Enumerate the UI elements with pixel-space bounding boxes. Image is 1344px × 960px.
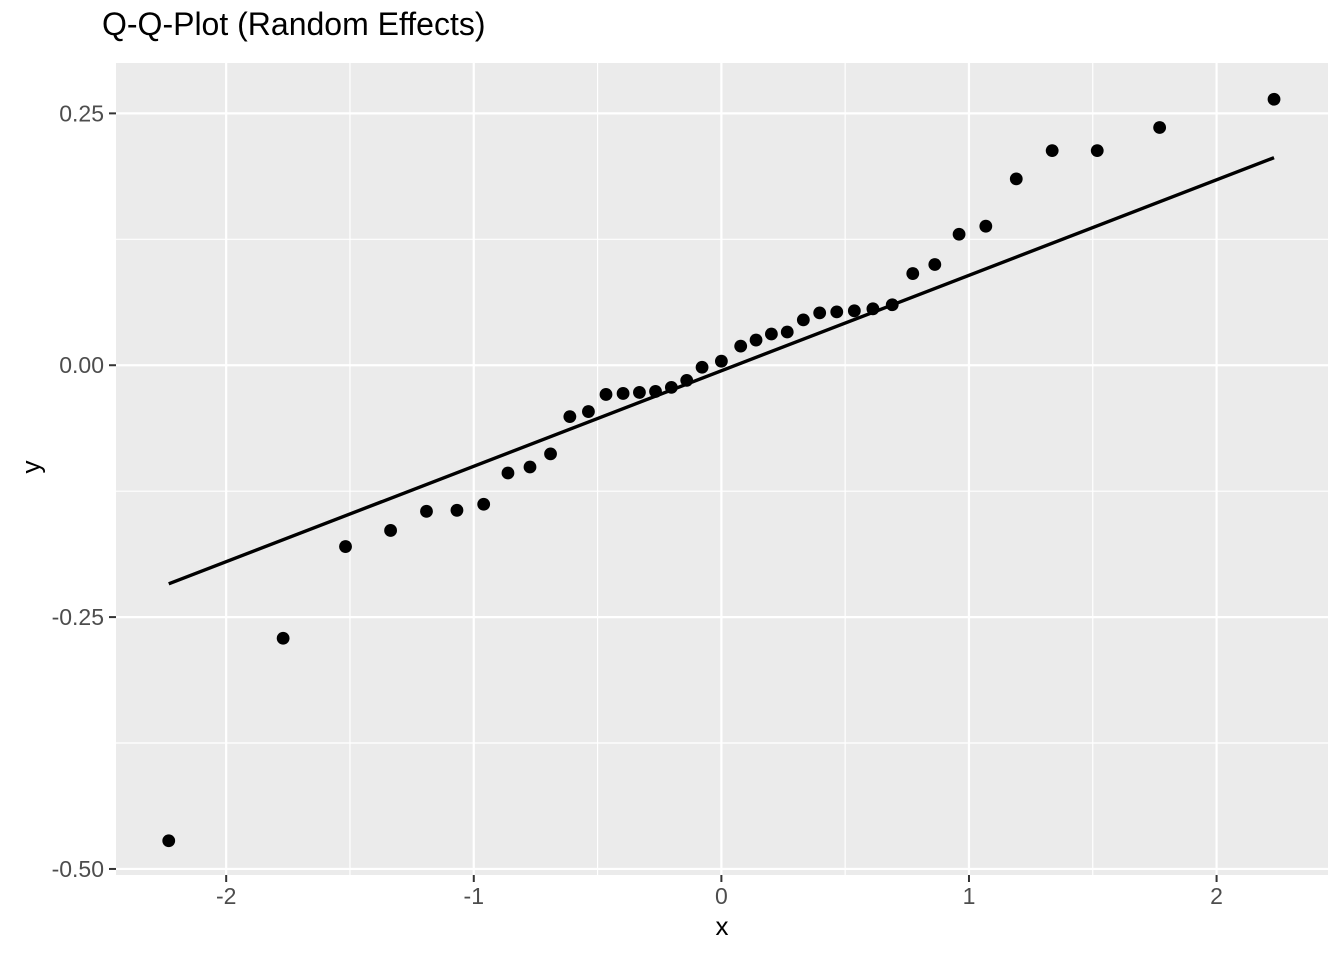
- data-point: [813, 306, 827, 320]
- data-point: [764, 327, 778, 341]
- x-tick-label: 0: [715, 883, 728, 909]
- data-point: [649, 385, 662, 398]
- y-tick-label: -0.50: [52, 856, 104, 882]
- data-point: [339, 540, 352, 553]
- data-point: [1045, 144, 1059, 158]
- data-point: [866, 302, 880, 316]
- data-point: [501, 466, 515, 480]
- data-point: [734, 339, 748, 353]
- x-axis-title: x: [715, 911, 729, 941]
- data-point: [847, 304, 861, 318]
- data-point: [780, 325, 794, 339]
- data-point: [906, 267, 920, 280]
- plot-title: Q-Q-Plot (Random Effects): [102, 6, 486, 42]
- data-point: [563, 410, 577, 424]
- data-point: [1090, 144, 1104, 158]
- y-tick-label: 0.00: [59, 352, 104, 378]
- data-point: [680, 373, 694, 387]
- y-tick-label: -0.25: [52, 604, 104, 630]
- data-point: [599, 388, 613, 401]
- data-point: [523, 460, 537, 474]
- data-point: [384, 524, 397, 537]
- data-point: [1153, 121, 1167, 134]
- x-tick-label: 2: [1210, 883, 1223, 909]
- data-point: [830, 305, 844, 319]
- data-point: [276, 631, 290, 645]
- data-point: [616, 387, 630, 400]
- data-point: [695, 360, 709, 374]
- data-point: [162, 834, 176, 848]
- data-point: [885, 298, 899, 312]
- data-point: [749, 333, 763, 347]
- data-point: [1009, 172, 1023, 186]
- data-point: [582, 405, 595, 418]
- y-axis-title: y: [15, 460, 46, 474]
- data-point: [952, 227, 966, 241]
- data-point: [544, 447, 557, 461]
- data-point: [714, 354, 728, 368]
- x-tick-label: -2: [216, 883, 236, 909]
- data-point: [450, 503, 464, 517]
- x-tick-label: 1: [963, 883, 976, 909]
- data-point: [420, 504, 433, 518]
- data-point: [664, 380, 678, 394]
- data-point: [979, 219, 993, 233]
- y-tick-label: 0.25: [59, 100, 104, 126]
- data-point: [796, 313, 810, 327]
- data-point: [1267, 92, 1281, 106]
- qq-reference-line: [168, 156, 1275, 586]
- data-point: [928, 258, 942, 271]
- x-tick-label: -1: [464, 883, 484, 909]
- data-point: [633, 386, 646, 399]
- data-point: [477, 497, 491, 511]
